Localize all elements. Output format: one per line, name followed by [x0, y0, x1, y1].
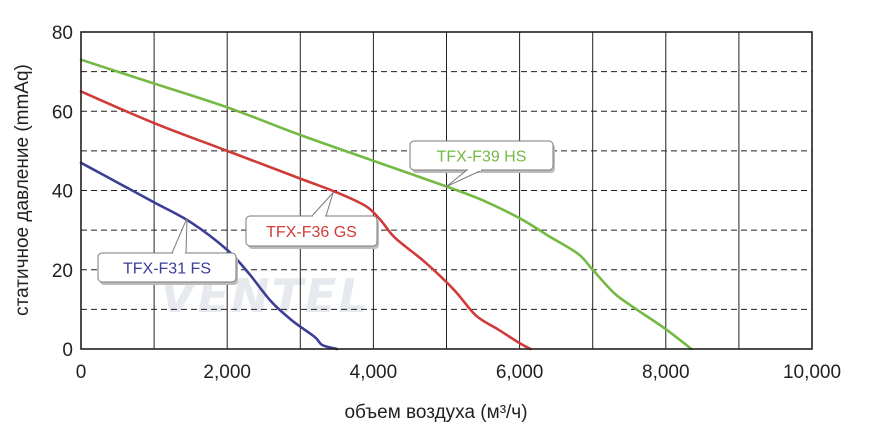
callout-box — [97, 252, 237, 283]
plot-frame — [80, 31, 813, 350]
y-tick-label: 20 — [52, 261, 73, 282]
x-tick-label: 2,000 — [203, 362, 251, 383]
callout-tfx-f39-hs: TFX-F39 HS — [409, 140, 555, 187]
callout-pointer — [171, 218, 188, 254]
series-line-tfx-f36-gs — [79, 90, 532, 351]
plot-border — [80, 31, 813, 350]
series-layer — [79, 58, 693, 351]
x-tick-label: 10,000 — [783, 362, 841, 383]
callout-label: TFX-F39 HS — [437, 149, 527, 166]
y-tick-label: 0 — [62, 340, 73, 361]
x-tick-label: 8,000 — [642, 362, 690, 383]
y-tick-label: 60 — [52, 102, 73, 123]
callout-label: TFX-F31 FS — [123, 261, 211, 278]
x-axis-title: объем воздуха (м³/ч) — [344, 402, 527, 423]
x-tick-label: 6,000 — [496, 362, 544, 383]
tick-labels: 0 2,000 4,000 6,000 8,000 10,000 0 20 40 60 80 — [52, 23, 841, 383]
series-line-tfx-f39-hs — [79, 58, 693, 351]
callout-layer: TFX-F31 FS TFX-F36 GS TFX-F39 HS — [97, 140, 555, 285]
x-tick-label: 0 — [76, 362, 87, 383]
callout-label: TFX-F36 GS — [266, 224, 357, 241]
y-axis-title: статичное давление (mmAq) — [12, 64, 33, 316]
series-line-tfx-f31-fs — [79, 161, 339, 351]
callout-tfx-f31-fs: TFX-F31 FS — [97, 218, 238, 285]
y-tick-label: 80 — [52, 23, 73, 44]
callout-tfx-f36-gs: TFX-F36 GS — [245, 192, 379, 249]
y-tick-label: 40 — [52, 182, 73, 203]
x-tick-label: 4,000 — [350, 362, 398, 383]
callout-pointer — [310, 192, 334, 217]
